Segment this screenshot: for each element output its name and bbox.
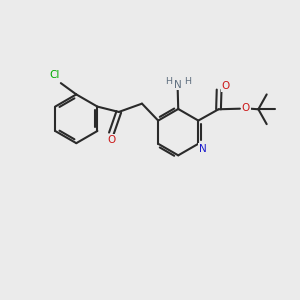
- Text: N: N: [174, 80, 182, 90]
- Text: O: O: [107, 135, 116, 145]
- Text: H: H: [165, 76, 172, 85]
- Text: H: H: [184, 76, 191, 85]
- Text: N: N: [199, 144, 207, 154]
- Text: Cl: Cl: [49, 70, 59, 80]
- Text: O: O: [242, 103, 250, 113]
- Text: O: O: [221, 81, 230, 91]
